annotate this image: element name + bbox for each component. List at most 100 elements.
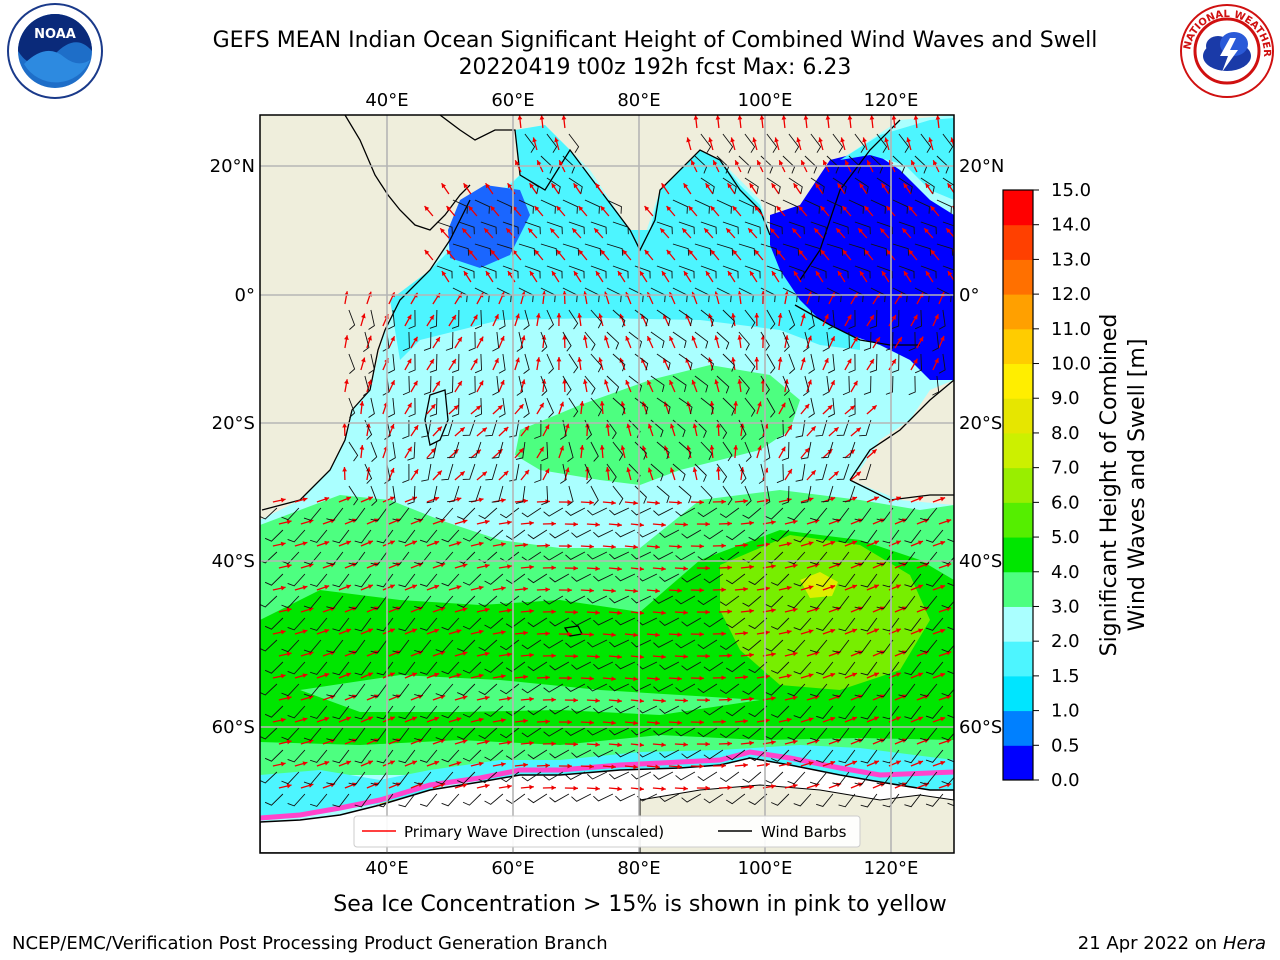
- wave-arrow-head: [302, 761, 308, 766]
- wind-barb: [795, 419, 806, 438]
- wave-arrow-head: [413, 380, 418, 386]
- wind-barb: [392, 771, 410, 786]
- wave-arrow-head: [451, 359, 456, 365]
- wave-arrow-head: [515, 160, 520, 166]
- wind-barb: [505, 573, 526, 585]
- wind-barb: [964, 354, 970, 374]
- wind-barb: [697, 683, 718, 694]
- wind-barb: [590, 441, 599, 462]
- wave-arrow-head: [721, 675, 726, 681]
- wind-barb: [744, 221, 761, 235]
- wave-arrow-head: [683, 566, 688, 571]
- wind-barb: [452, 243, 470, 256]
- wind-barb: [842, 441, 856, 458]
- wind-barb: [882, 661, 900, 676]
- wave-arrow-head: [446, 206, 452, 211]
- wave-arrow-head: [895, 628, 901, 633]
- wave-arrow-head: [823, 160, 828, 166]
- wave-arrow-head: [836, 228, 841, 234]
- wind-barb: [389, 485, 396, 506]
- wave-arrow-head: [605, 467, 611, 472]
- wave-arrow-head: [518, 448, 524, 454]
- wave-arrow-head: [749, 608, 754, 614]
- coast-madagascar: [424, 389, 449, 446]
- wave-arrow-head: [796, 137, 801, 143]
- wave-arrow-head: [561, 115, 567, 120]
- wind-barb: [527, 705, 548, 716]
- wind-barb: [354, 661, 372, 676]
- wind-barb: [920, 551, 938, 565]
- x-tick-top: 80°E: [617, 90, 660, 111]
- y-tick-right: 0°: [959, 285, 979, 306]
- wind-barb: [540, 199, 556, 214]
- wind-barb: [788, 133, 800, 153]
- colorbar-segment: [1003, 224, 1033, 260]
- wind-barb: [809, 727, 828, 741]
- wave-arrow-head: [940, 760, 946, 766]
- wave-arrow-head: [529, 608, 534, 614]
- wind-barb: [722, 177, 737, 194]
- wave-arrow-head: [286, 783, 292, 789]
- wave-arrow-head: [342, 423, 348, 428]
- wave-arrow-head: [346, 540, 352, 546]
- wave-arrow-head: [858, 228, 863, 234]
- noaa-logo: NOAA: [7, 3, 103, 99]
- wind-barb: [898, 177, 913, 194]
- wind-barb: [543, 595, 564, 605]
- wave-arrow-head: [359, 445, 365, 450]
- wave-arrow-head: [389, 760, 395, 765]
- wind-barb: [521, 683, 542, 694]
- wind-barb: [587, 683, 608, 692]
- wave-arrow-head: [660, 228, 665, 234]
- wind-barb: [694, 199, 710, 214]
- wave-arrow: [961, 696, 973, 700]
- wind-barb: [675, 595, 696, 605]
- wind-barb: [348, 727, 366, 742]
- wave-arrow-head: [407, 314, 412, 320]
- wave-arrow-head: [567, 543, 572, 549]
- wind-barb: [800, 441, 812, 460]
- wind-barb: [748, 529, 768, 542]
- wave-arrow-head: [881, 183, 887, 189]
- wind-barb: [860, 617, 878, 632]
- wind-barb: [876, 507, 894, 522]
- wind-barb: [722, 353, 735, 372]
- wind-barb: [609, 727, 630, 736]
- wave-arrow-head: [633, 588, 638, 594]
- wind-barb: [965, 134, 975, 153]
- wind-barb: [480, 221, 497, 235]
- wave-arrow-head: [807, 335, 812, 341]
- wind-barb: [678, 221, 695, 235]
- colorbar-segment: [1003, 571, 1033, 607]
- wind-barb: [565, 507, 586, 516]
- wind-barb: [816, 705, 834, 719]
- wave-arrow-head: [743, 542, 748, 548]
- wave-arrow-head: [529, 520, 534, 526]
- wave-arrow-head: [810, 470, 816, 476]
- wind-barb: [451, 353, 460, 373]
- wind-barb: [560, 419, 567, 440]
- wind-barb: [354, 617, 372, 632]
- wave-arrow-head: [808, 717, 814, 722]
- wave-arrow-head: [842, 249, 848, 255]
- wind-barb: [854, 265, 871, 279]
- wind-barb: [744, 265, 761, 279]
- wind-barb: [941, 732, 954, 741]
- wave-arrow-head: [578, 206, 584, 211]
- wave-arrow-head: [814, 228, 819, 234]
- wind-barb: [264, 661, 284, 674]
- wind-barb: [776, 419, 784, 440]
- wind-barb: [590, 397, 603, 417]
- wave-arrow-head: [677, 764, 682, 769]
- wave-arrow-head: [661, 654, 666, 660]
- wind-barb: [842, 485, 856, 502]
- wave-arrow-head: [808, 629, 814, 634]
- wind-barb: [766, 133, 778, 153]
- wave-arrow-head: [830, 716, 836, 722]
- wind-barb: [468, 375, 476, 396]
- wave-arrow-head: [721, 719, 726, 725]
- wind-barb: [703, 661, 724, 672]
- wave-arrow-head: [523, 718, 528, 724]
- wave-arrow-head: [611, 544, 616, 550]
- wind-barb: [891, 309, 900, 329]
